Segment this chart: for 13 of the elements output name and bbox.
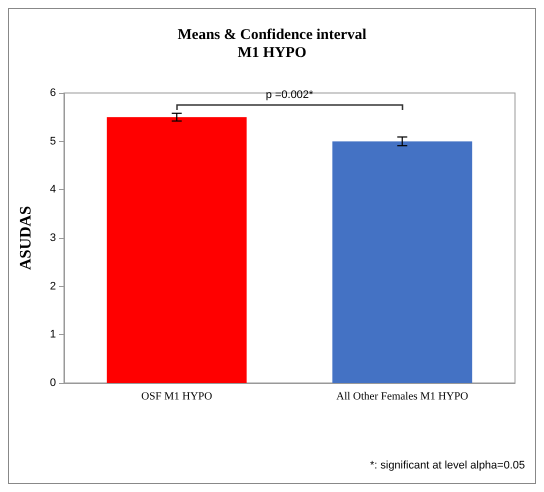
chart-title: Means & Confidence interval M1 HYPO — [178, 27, 366, 61]
y-axis-title: ASUDAS — [18, 206, 34, 270]
y-tick-label: 5 — [50, 135, 56, 148]
x-tick-label: OSF M1 HYPO — [141, 390, 212, 402]
x-tick-label: All Other Females M1 HYPO — [336, 390, 468, 402]
y-tick-label: 4 — [50, 184, 56, 196]
y-tick-label: 0 — [50, 377, 56, 389]
y-tick-label: 1 — [50, 328, 56, 341]
annotation: p =0.002* — [264, 89, 314, 101]
y-tick-label: 3 — [50, 232, 56, 244]
text: *: significant at level alpha=0.05 — [370, 460, 526, 472]
y-tick-label: 6 — [50, 87, 56, 99]
y-tick-label: 2 — [50, 280, 56, 292]
